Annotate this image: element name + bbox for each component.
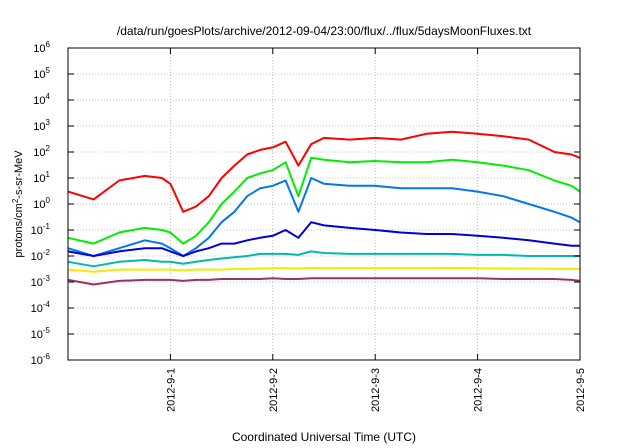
y-tick-exponent: 0 (46, 196, 51, 205)
grid (68, 48, 580, 360)
series-line-5 (67, 250, 580, 268)
x-tick-label: 2012-9-2 (268, 368, 280, 412)
series-line-7 (67, 277, 581, 286)
y-tick-base: 10 (33, 43, 45, 55)
y-tick-labels: 10-610-510-410-310-210-11001011021031041… (31, 40, 51, 367)
y-tick-base: 10 (33, 147, 45, 159)
y-tick-base: 10 (33, 199, 45, 211)
x-tick-label: 2012-9-4 (473, 368, 485, 412)
y-tick-exponent: -2 (43, 248, 51, 257)
x-tick-label: 2012-9-1 (165, 368, 177, 412)
y-tick-label: 10-3 (31, 274, 51, 289)
y-tick-exponent: 2 (46, 144, 51, 153)
y-tick-label: 103 (33, 118, 50, 133)
series-line-2 (67, 156, 581, 245)
y-tick-exponent: 6 (46, 40, 51, 49)
y-tick-exponent: 4 (46, 92, 51, 101)
y-tick-label: 10-4 (31, 300, 51, 315)
y-tick-base: 10 (31, 277, 43, 289)
x-tick-labels: 2012-9-1 2012-9-2 2012-9-3 2012-9-4 2012-9-5 (165, 368, 587, 412)
y-tick-exponent: -1 (43, 222, 51, 231)
y-axis-label-unit: -s-sr-MeV (13, 150, 25, 199)
y-tick-exponent: -3 (43, 274, 51, 283)
y-axis-label-sup: 2 (11, 198, 20, 203)
chart-title: /data/run/goesPlots/archive/2012-09-04/2… (117, 24, 532, 38)
y-tick-base: 10 (31, 225, 43, 237)
y-tick-base: 10 (33, 121, 45, 133)
y-tick-label: 104 (33, 92, 50, 107)
y-axis-label: protons/cm2-s-sr-MeV (11, 150, 26, 258)
y-tick-base: 10 (33, 95, 45, 107)
y-tick-exponent: -6 (43, 352, 51, 361)
x-axis-label: Coordinated Universal Time (UTC) (232, 430, 416, 444)
y-tick-label: 10-6 (31, 352, 51, 367)
ticks (68, 47, 581, 361)
y-tick-label: 10-5 (31, 326, 51, 341)
y-tick-label: 10-1 (31, 222, 51, 237)
series-line-3 (67, 177, 581, 257)
y-tick-base: 10 (31, 355, 43, 367)
series-line-6 (67, 266, 580, 273)
series-line-4 (67, 221, 580, 257)
x-tick-label: 2012-9-5 (575, 368, 587, 412)
y-tick-exponent: -4 (43, 300, 51, 309)
y-tick-exponent: 5 (46, 66, 51, 75)
y-tick-label: 105 (33, 66, 50, 81)
series-group (67, 130, 581, 286)
y-tick-exponent: -5 (43, 326, 51, 335)
y-tick-label: 10-2 (31, 248, 51, 263)
y-tick-base: 10 (33, 173, 45, 185)
y-tick-base: 10 (31, 329, 43, 341)
y-tick-label: 106 (33, 40, 50, 55)
y-tick-exponent: 1 (46, 170, 51, 179)
series-line-1 (67, 130, 581, 213)
y-tick-exponent: 3 (46, 118, 51, 127)
y-tick-label: 100 (33, 196, 50, 211)
y-tick-base: 10 (33, 69, 45, 81)
y-tick-label: 101 (33, 170, 50, 185)
y-tick-base: 10 (31, 303, 43, 315)
y-tick-label: 102 (33, 144, 50, 159)
y-tick-base: 10 (31, 251, 43, 263)
x-tick-label: 2012-9-3 (370, 368, 382, 412)
y-axis-label-main: protons/cm (13, 203, 25, 257)
